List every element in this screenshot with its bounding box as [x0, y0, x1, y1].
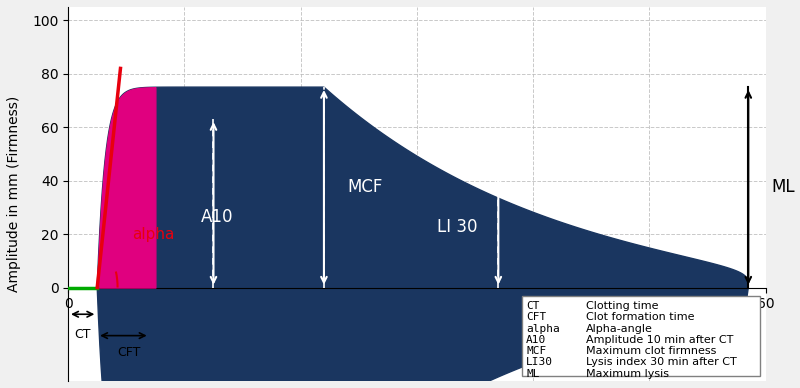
- Text: Clotting time: Clotting time: [586, 301, 658, 311]
- Text: CT: CT: [526, 301, 540, 311]
- Text: ML: ML: [771, 178, 795, 196]
- Text: Alpha-angle: Alpha-angle: [586, 324, 653, 334]
- Text: Maximum lysis: Maximum lysis: [586, 369, 669, 379]
- FancyBboxPatch shape: [522, 296, 760, 376]
- Text: LI 30: LI 30: [438, 218, 478, 236]
- Text: Lysis index 30 min after CT: Lysis index 30 min after CT: [586, 357, 736, 367]
- X-axis label: Time in min: Time in min: [372, 322, 462, 337]
- Text: CFT: CFT: [526, 312, 546, 322]
- Y-axis label: Amplitude in mm (Firmness): Amplitude in mm (Firmness): [7, 96, 21, 292]
- Text: MCF: MCF: [526, 346, 546, 356]
- Text: Amplitude 10 min after CT: Amplitude 10 min after CT: [586, 335, 733, 345]
- Text: alpha: alpha: [526, 324, 560, 334]
- Text: CT: CT: [74, 327, 91, 341]
- Text: LI30: LI30: [526, 357, 554, 367]
- Text: A10: A10: [526, 335, 546, 345]
- Text: ML: ML: [526, 369, 540, 379]
- Text: alpha: alpha: [132, 227, 174, 242]
- Text: Clot formation time: Clot formation time: [586, 312, 694, 322]
- Text: MCF: MCF: [347, 178, 382, 196]
- Text: A10: A10: [201, 208, 234, 226]
- Text: CFT: CFT: [118, 346, 141, 359]
- Polygon shape: [98, 87, 748, 388]
- Text: Maximum clot firmness: Maximum clot firmness: [586, 346, 716, 356]
